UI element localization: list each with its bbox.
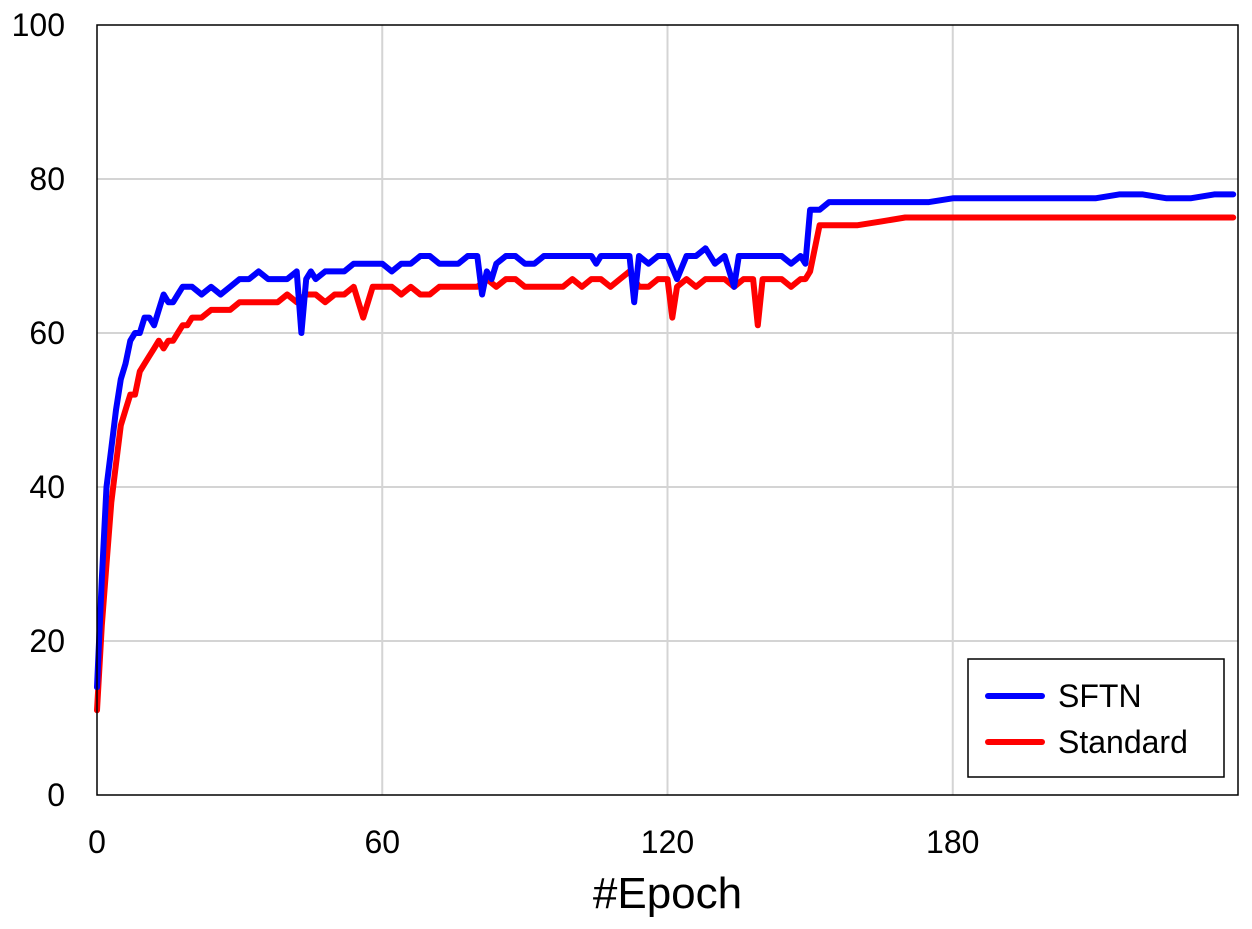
grid-lines [97, 25, 1238, 795]
tick-labels: 0 20 40 60 80 100 0 60 120 180 [12, 7, 980, 860]
legend-label-standard: Standard [1058, 724, 1188, 760]
y-tick-label: 20 [29, 623, 65, 659]
y-tick-label: 40 [29, 469, 65, 505]
x-tick-label: 180 [926, 824, 979, 860]
x-tick-label: 60 [364, 824, 400, 860]
x-axis-title: #Epoch [593, 869, 742, 918]
legend-label-sftn: SFTN [1058, 678, 1142, 714]
series-line-sftn [94, 191, 1237, 691]
plot-area-border [96, 24, 1239, 796]
x-tick-label: 120 [641, 824, 694, 860]
series-line-standard [94, 214, 1237, 714]
y-tick-label: 0 [47, 777, 65, 813]
legend: SFTN Standard [967, 658, 1225, 778]
y-tick-label: 80 [29, 161, 65, 197]
legend-box [967, 658, 1225, 778]
y-tick-label: 100 [12, 7, 65, 43]
y-tick-label: 60 [29, 315, 65, 351]
x-tick-label: 0 [88, 824, 106, 860]
series-lines [94, 191, 1237, 714]
